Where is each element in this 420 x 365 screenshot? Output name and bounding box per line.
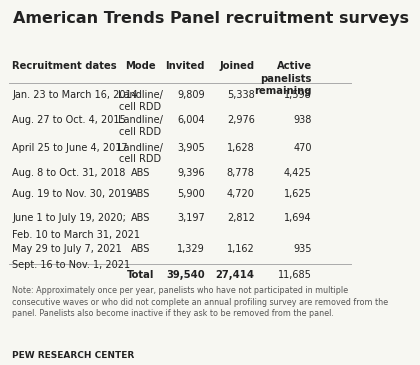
- Text: 935: 935: [293, 244, 312, 254]
- Text: 2,976: 2,976: [227, 115, 255, 126]
- Text: 938: 938: [294, 115, 312, 126]
- Text: 39,540: 39,540: [166, 270, 205, 280]
- Text: Aug. 27 to Oct. 4, 2015: Aug. 27 to Oct. 4, 2015: [12, 115, 126, 126]
- Text: 27,414: 27,414: [216, 270, 255, 280]
- Text: 2,812: 2,812: [227, 213, 255, 223]
- Text: 5,338: 5,338: [227, 90, 255, 100]
- Text: Recruitment dates: Recruitment dates: [12, 61, 117, 71]
- Text: 1,628: 1,628: [227, 143, 255, 153]
- Text: Landline/
cell RDD: Landline/ cell RDD: [118, 143, 163, 164]
- Text: 5,900: 5,900: [177, 189, 205, 199]
- Text: 9,809: 9,809: [177, 90, 205, 100]
- Text: Aug. 19 to Nov. 30, 2019: Aug. 19 to Nov. 30, 2019: [12, 189, 133, 199]
- Text: 1,598: 1,598: [284, 90, 312, 100]
- Text: PEW RESEARCH CENTER: PEW RESEARCH CENTER: [12, 351, 134, 360]
- Text: June 1 to July 19, 2020;: June 1 to July 19, 2020;: [12, 213, 126, 223]
- Text: 6,004: 6,004: [177, 115, 205, 126]
- Text: 1,329: 1,329: [177, 244, 205, 254]
- Text: Landline/
cell RDD: Landline/ cell RDD: [118, 115, 163, 137]
- Text: 9,396: 9,396: [177, 168, 205, 178]
- Text: 4,720: 4,720: [227, 189, 255, 199]
- Text: ABS: ABS: [131, 213, 150, 223]
- Text: 470: 470: [293, 143, 312, 153]
- Text: Landline/
cell RDD: Landline/ cell RDD: [118, 90, 163, 112]
- Text: Jan. 23 to March 16, 2014: Jan. 23 to March 16, 2014: [12, 90, 138, 100]
- Text: 8,778: 8,778: [227, 168, 255, 178]
- Text: April 25 to June 4, 2017: April 25 to June 4, 2017: [12, 143, 128, 153]
- Text: American Trends Panel recruitment surveys: American Trends Panel recruitment survey…: [13, 11, 409, 26]
- Text: Active
panelists
remaining: Active panelists remaining: [255, 61, 312, 96]
- Text: ABS: ABS: [131, 244, 150, 254]
- Text: Mode: Mode: [125, 61, 156, 71]
- Text: 4,425: 4,425: [284, 168, 312, 178]
- Text: 3,905: 3,905: [177, 143, 205, 153]
- Text: Aug. 8 to Oct. 31, 2018: Aug. 8 to Oct. 31, 2018: [12, 168, 126, 178]
- Text: 11,685: 11,685: [278, 270, 312, 280]
- Text: May 29 to July 7, 2021: May 29 to July 7, 2021: [12, 244, 122, 254]
- Text: Feb. 10 to March 31, 2021: Feb. 10 to March 31, 2021: [12, 230, 140, 239]
- Text: Sept. 16 to Nov. 1, 2021: Sept. 16 to Nov. 1, 2021: [12, 260, 130, 270]
- Text: ABS: ABS: [131, 189, 150, 199]
- Text: 3,197: 3,197: [177, 213, 205, 223]
- Text: Note: Approximately once per year, panelists who have not participated in multip: Note: Approximately once per year, panel…: [12, 286, 388, 318]
- Text: Invited: Invited: [165, 61, 205, 71]
- Text: ABS: ABS: [131, 168, 150, 178]
- Text: 1,625: 1,625: [284, 189, 312, 199]
- Text: 1,694: 1,694: [284, 213, 312, 223]
- Text: 1,162: 1,162: [227, 244, 255, 254]
- Text: Total: Total: [127, 270, 154, 280]
- Text: Joined: Joined: [220, 61, 255, 71]
